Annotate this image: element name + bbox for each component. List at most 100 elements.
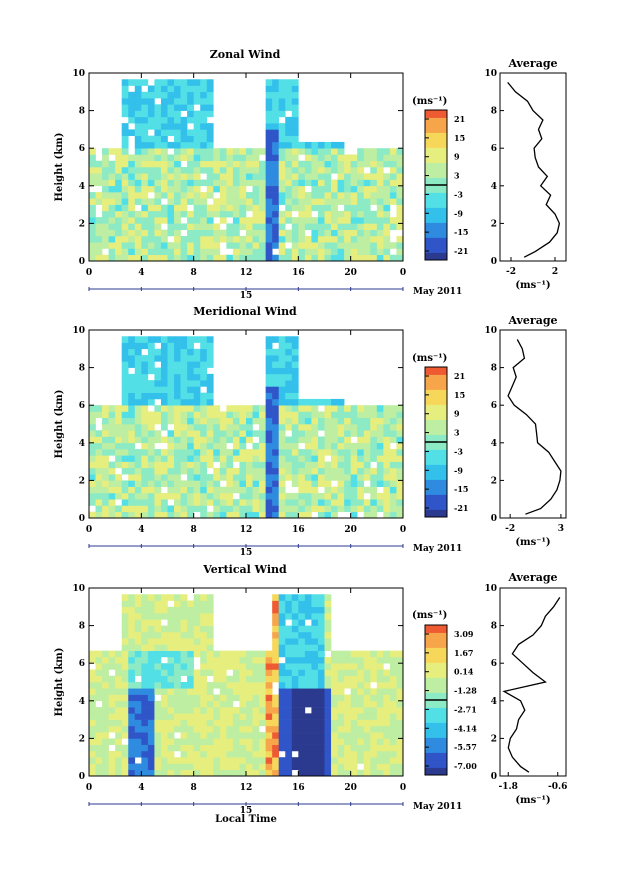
heatmap-cell — [317, 192, 325, 199]
heatmap-cell — [115, 732, 123, 739]
heatmap-cell — [278, 669, 286, 677]
heatmap-cell — [383, 688, 391, 695]
heatmap-cell — [102, 499, 109, 506]
heatmap-cell — [187, 167, 194, 174]
heatmap-cell — [200, 619, 208, 626]
heatmap-cell — [376, 430, 384, 437]
x-tick-label: 12 — [240, 268, 253, 278]
heatmap-cell — [219, 700, 227, 708]
heatmap-cell — [108, 700, 116, 708]
heatmap-cell — [174, 411, 181, 419]
heatmap-cell — [206, 631, 214, 639]
heatmap-cell — [376, 248, 384, 256]
heatmap-cell — [174, 442, 181, 450]
heatmap-cell — [226, 173, 234, 180]
heatmap-cell — [193, 424, 201, 431]
zonal-day-label: 15 — [240, 291, 253, 301]
heatmap-cell — [200, 625, 208, 633]
heatmap-cell — [128, 373, 136, 381]
heatmap-cell — [396, 192, 404, 199]
heatmap-cell — [154, 769, 162, 777]
heatmap-cell — [213, 210, 221, 218]
heatmap-cell — [278, 600, 286, 608]
heatmap-cell — [265, 650, 273, 658]
heatmap-cell — [265, 663, 273, 670]
colorbar-segment — [425, 147, 447, 152]
heatmap-cell — [337, 467, 345, 475]
vertical-colorbar: 3.091.670.14-1.28-2.71-4.14-5.57-7.00 — [424, 624, 477, 776]
heatmap-cell — [304, 644, 312, 651]
heatmap-cell — [167, 613, 175, 620]
heatmap-cell — [246, 204, 253, 212]
heatmap-cell — [174, 217, 181, 224]
heatmap-cell — [396, 744, 404, 752]
x-tick-label: 0 — [400, 525, 406, 535]
heatmap-cell — [174, 606, 181, 614]
heatmap-cell — [213, 405, 221, 412]
heatmap-cell — [311, 644, 319, 651]
heatmap-cell — [383, 682, 391, 689]
heatmap-cell — [134, 398, 142, 406]
colorbar-segment — [425, 468, 447, 473]
heatmap-cell — [167, 123, 175, 130]
heatmap-cell — [134, 411, 142, 419]
heatmap-cell — [147, 492, 155, 500]
heatmap-cell — [357, 242, 365, 249]
heatmap-cell — [134, 79, 142, 86]
colorbar-segment — [425, 241, 447, 246]
heatmap-cell — [174, 644, 181, 651]
heatmap-cell — [167, 430, 175, 437]
heatmap-cell — [337, 682, 345, 689]
vertical-wind-ylabel: Height (km) — [54, 648, 65, 717]
heatmap-cell — [121, 492, 129, 500]
heatmap-cell — [317, 700, 325, 708]
heatmap-cell — [174, 499, 181, 506]
heatmap-cell — [180, 380, 188, 387]
heatmap-cell — [200, 179, 208, 187]
heatmap-cell — [180, 738, 188, 745]
heatmap-cell — [311, 638, 319, 645]
heatmap-cell — [272, 223, 280, 230]
heatmap-cell — [285, 744, 293, 752]
heatmap-cell — [304, 669, 312, 677]
heatmap-cell — [160, 398, 168, 406]
heatmap-cell — [357, 235, 365, 243]
heatmap-cell — [141, 613, 149, 620]
heatmap-cell — [232, 656, 240, 664]
heatmap-cell — [265, 192, 273, 199]
heatmap-cell — [232, 738, 240, 745]
heatmap-cell — [396, 656, 404, 664]
heatmap-cell — [376, 656, 384, 664]
heatmap-cell — [167, 160, 175, 168]
colorbar-segment — [425, 475, 447, 480]
heatmap-cell — [226, 154, 234, 162]
colorbar-segment — [425, 640, 447, 645]
heatmap-cell — [154, 123, 162, 130]
heatmap-cell — [232, 185, 240, 193]
colorbar-segment — [425, 700, 447, 705]
heatmap-cell — [102, 179, 109, 187]
heatmap-cell — [324, 442, 332, 450]
heatmap-cell — [167, 738, 175, 745]
heatmap-cell — [167, 217, 175, 224]
heatmap-cell — [278, 129, 286, 136]
heatmap-cell — [187, 769, 194, 777]
heatmap-cell — [219, 167, 227, 174]
heatmap-cell — [324, 682, 332, 689]
heatmap-cell — [200, 123, 208, 130]
heatmap-cell — [174, 492, 181, 500]
heatmap-cell — [331, 235, 338, 243]
heatmap-cell — [160, 361, 168, 368]
heatmap-cell — [304, 154, 312, 162]
heatmap-cell — [121, 129, 129, 136]
heatmap-cell — [89, 179, 96, 187]
heatmap-cell — [187, 254, 194, 262]
heatmap-cell — [311, 141, 319, 149]
heatmap-cell — [363, 675, 371, 683]
heatmap-cell — [102, 442, 109, 450]
heatmap-cell — [259, 694, 266, 702]
heatmap-cell — [376, 173, 384, 180]
heatmap-cell — [174, 738, 181, 745]
average-frame — [499, 72, 567, 262]
colorbar-segment — [425, 177, 447, 182]
